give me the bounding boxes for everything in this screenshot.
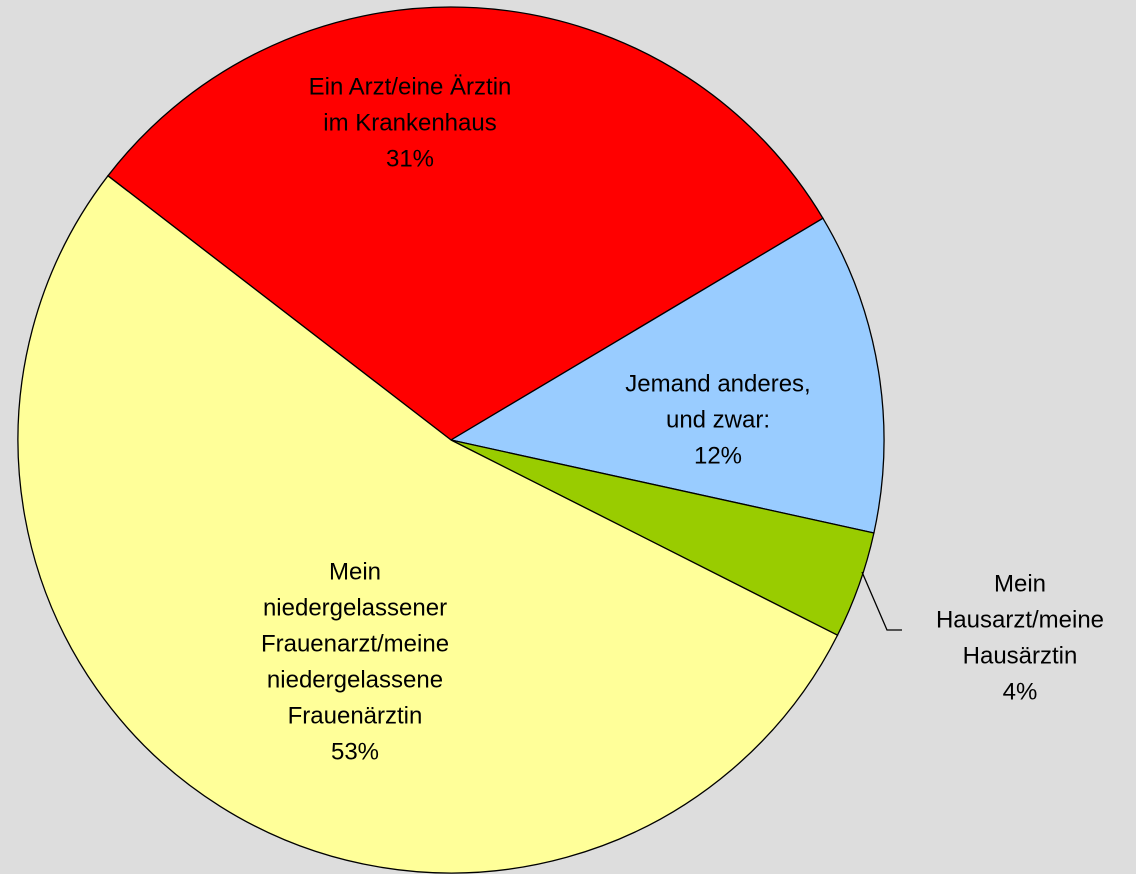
pie-slice bbox=[17, 174, 839, 874]
slice-label: im Krankenhaus bbox=[323, 109, 496, 136]
slice-label: Hausarzt/meine bbox=[936, 606, 1104, 633]
slice-label: Hausärztin bbox=[963, 642, 1078, 669]
slice-label: und zwar: bbox=[666, 406, 770, 433]
slice-label: niedergelassener bbox=[263, 594, 447, 621]
slice-label: Frauenärztin bbox=[288, 702, 423, 729]
slice-label: Frauenarzt/meine bbox=[261, 630, 449, 657]
slice-label: Mein bbox=[329, 558, 381, 585]
pie-slice bbox=[449, 217, 885, 534]
leader-line bbox=[861, 571, 902, 631]
pie-slice bbox=[107, 6, 824, 441]
slice-value-label: 53% bbox=[331, 738, 379, 765]
slice-value-label: 12% bbox=[694, 442, 742, 469]
slice-label: Ein Arzt/eine Ärztin bbox=[309, 73, 512, 100]
slice-value-label: 31% bbox=[386, 145, 434, 172]
slice-label: Mein bbox=[994, 570, 1046, 597]
slice-label: niedergelassene bbox=[267, 666, 443, 693]
slice-label: Jemand anderes, bbox=[625, 370, 810, 397]
slice-value-label: 4% bbox=[1003, 678, 1038, 705]
